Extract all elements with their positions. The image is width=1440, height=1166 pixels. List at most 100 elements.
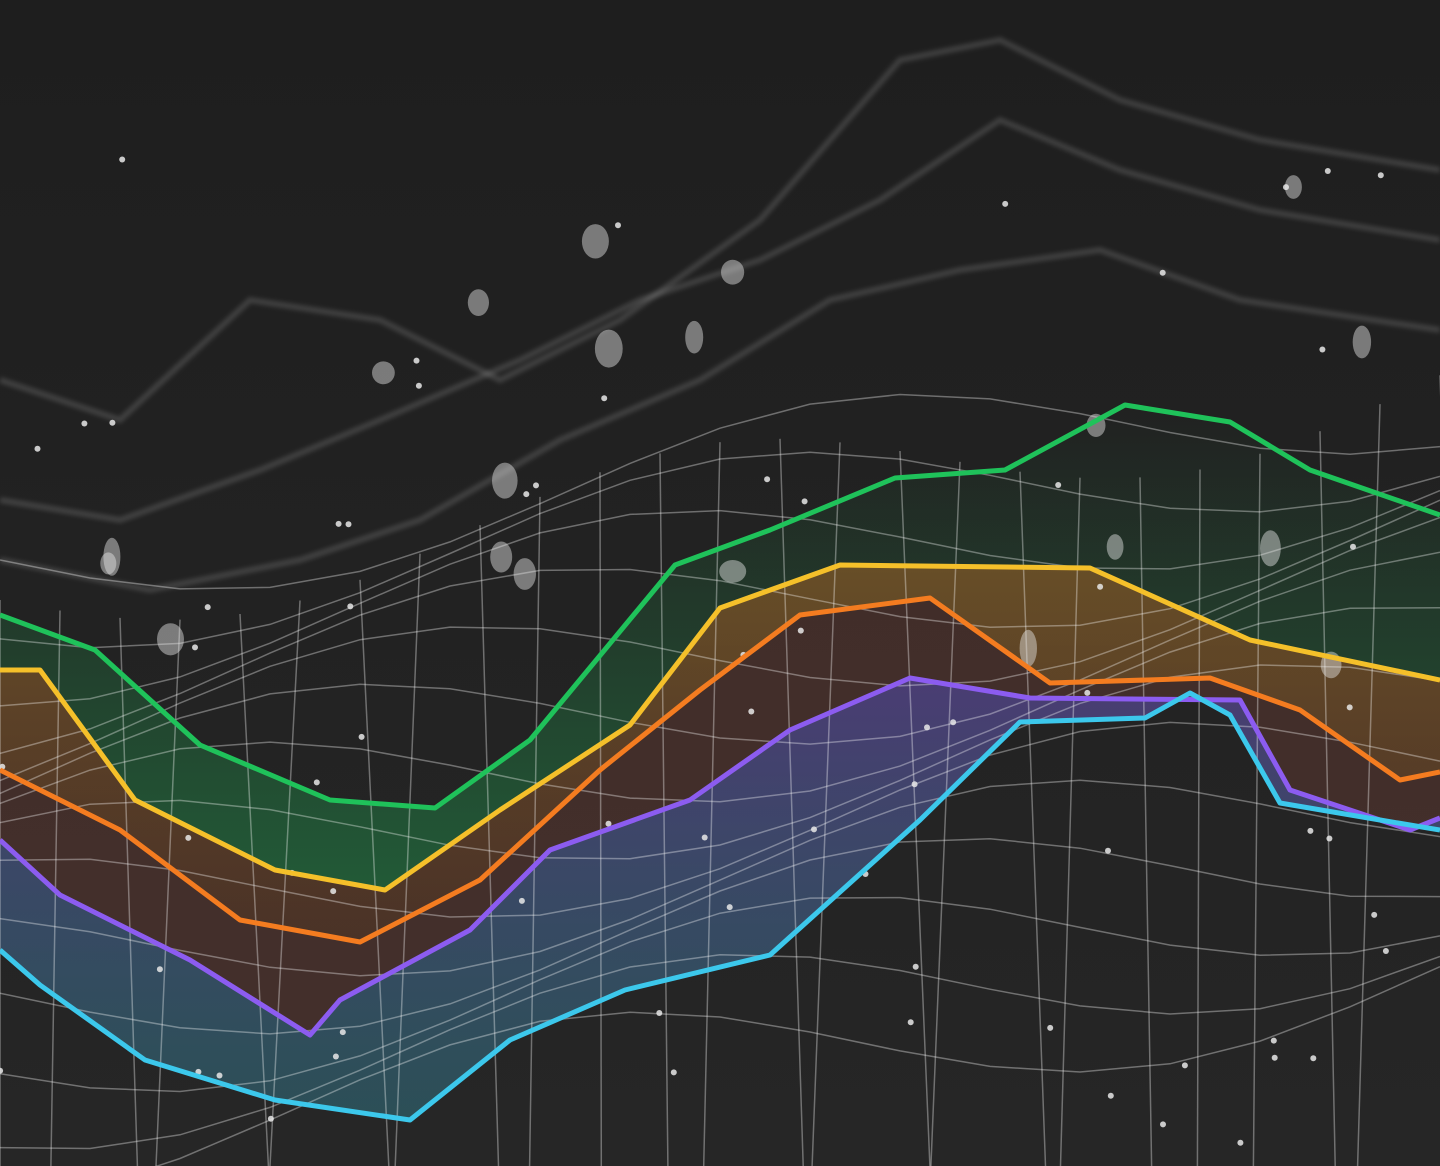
particle <box>192 644 198 651</box>
wire-row <box>0 451 1440 649</box>
particle <box>1319 346 1326 353</box>
particle <box>518 897 525 904</box>
particle <box>719 560 747 583</box>
particle <box>0 1067 4 1074</box>
green-band <box>0 405 1440 890</box>
particle <box>1002 200 1009 207</box>
wire-column <box>811 442 841 1166</box>
particle <box>1055 482 1062 488</box>
particle <box>330 888 337 895</box>
particle <box>119 156 126 163</box>
particle <box>594 329 623 368</box>
wire-column <box>119 617 139 1166</box>
particle <box>413 357 420 364</box>
particle <box>1105 847 1111 854</box>
particle <box>490 541 513 573</box>
particle <box>1284 175 1302 199</box>
purple-line <box>0 675 1440 1038</box>
particle <box>1326 835 1333 842</box>
particle <box>721 259 745 285</box>
wire-row <box>0 393 1440 590</box>
wire-column <box>930 461 961 1166</box>
particle <box>1307 827 1314 834</box>
violet-band <box>0 678 1440 1120</box>
particle <box>523 491 530 498</box>
particle <box>1160 1121 1166 1128</box>
particle <box>1047 1024 1054 1031</box>
particle <box>1106 534 1124 560</box>
particle <box>467 289 489 316</box>
particle <box>615 222 621 229</box>
wire-column <box>1319 431 1336 1166</box>
particle <box>764 476 771 483</box>
wire-row <box>154 966 1440 1166</box>
particle <box>811 826 817 833</box>
wire-row <box>0 896 1440 1093</box>
particle <box>605 820 612 827</box>
wire-column <box>1356 404 1381 1166</box>
orange-band <box>0 598 1440 1035</box>
particle <box>656 1010 663 1016</box>
wire-row <box>0 664 1440 860</box>
particle <box>415 382 422 389</box>
particle <box>581 224 609 259</box>
particle <box>345 521 352 528</box>
particle <box>109 419 116 426</box>
particle <box>1324 168 1331 174</box>
background-mesh <box>0 36 1440 594</box>
ridge-lines <box>0 402 1440 1123</box>
particle <box>748 708 755 715</box>
yellow-line <box>0 562 1440 893</box>
wire-column <box>1019 471 1047 1166</box>
particle <box>267 1115 274 1122</box>
particle <box>670 1069 677 1076</box>
particle <box>1371 911 1378 918</box>
wire-row <box>0 551 1440 795</box>
particle <box>1382 948 1389 954</box>
particle <box>1283 184 1289 191</box>
wire-row <box>0 721 1440 918</box>
wire-column <box>1059 477 1081 1166</box>
wire-column <box>1196 469 1201 1166</box>
wire-row <box>0 779 1440 977</box>
particle <box>1181 1062 1188 1069</box>
wire-column <box>779 438 804 1166</box>
particle <box>332 1053 339 1060</box>
mesh-ridge <box>0 116 1440 524</box>
wire-row <box>0 607 1440 805</box>
yellow-band <box>0 565 1440 942</box>
particle <box>701 834 708 841</box>
wire-column <box>479 525 500 1166</box>
wire-row <box>0 954 1440 1150</box>
orange-line <box>0 595 1440 945</box>
particle <box>924 724 930 731</box>
particle <box>911 781 918 788</box>
particle <box>1346 704 1353 711</box>
particle <box>156 966 163 973</box>
particle <box>335 520 342 527</box>
particle <box>100 552 117 575</box>
wire-column <box>269 600 301 1166</box>
wire-column <box>239 613 270 1166</box>
wire-row <box>0 837 1440 1035</box>
particle <box>797 627 804 634</box>
particle <box>1019 629 1037 667</box>
particle <box>81 420 88 427</box>
particle <box>726 904 733 911</box>
particle <box>216 1072 223 1079</box>
particle <box>1377 172 1384 179</box>
particle <box>950 719 957 726</box>
wire-column <box>155 619 181 1166</box>
particle <box>1270 1037 1277 1044</box>
particle <box>1260 530 1281 567</box>
particles <box>0 156 1389 1146</box>
particle <box>157 623 184 656</box>
particle <box>339 1029 346 1036</box>
particle <box>313 779 320 786</box>
particle <box>103 537 121 576</box>
particle <box>1237 1139 1244 1146</box>
green-line <box>0 402 1440 811</box>
particle <box>34 445 41 452</box>
